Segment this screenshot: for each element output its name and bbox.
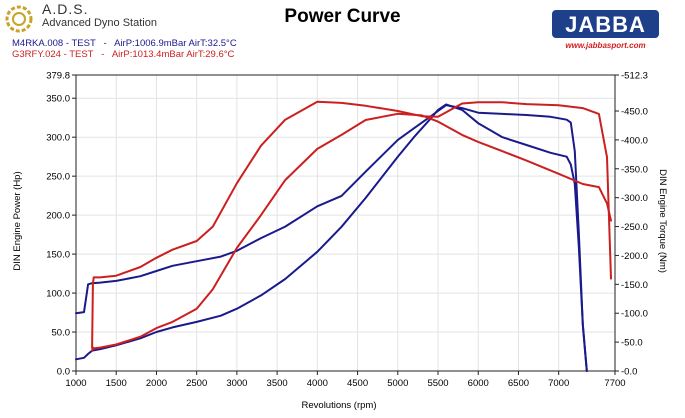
y2-tick-label: -512.3 (621, 71, 648, 82)
x-tick-label: 4000 (307, 378, 328, 389)
y2-tick-label: -200.0 (621, 251, 648, 262)
ads-logo-subtitle: Advanced Dyno Station (42, 17, 157, 29)
run-1-name: M4RKA.008 - TEST (12, 38, 96, 49)
y2-tick-label: -100.0 (621, 309, 648, 320)
x-tick-label: 7700 (604, 378, 625, 389)
series-line-g3rfy024-torque (91, 100, 612, 349)
y2-tick-label: -150.0 (621, 280, 648, 291)
x-tick-label: 3500 (267, 378, 288, 389)
x-tick-label: 2500 (186, 378, 207, 389)
x-axis-label: Revolutions (rpm) (302, 400, 377, 411)
y-tick-label: 50.0 (52, 328, 71, 339)
x-tick-label: 1500 (106, 378, 127, 389)
series-line-m4rka008-power (75, 103, 588, 372)
x-tick-label: 5500 (427, 378, 448, 389)
x-tick-label: 7000 (548, 378, 569, 389)
run-legend-2: G3RFY.024 - TEST - AirP:1013.4mBar AirT:… (12, 49, 235, 60)
y2-axis-label: DIN Engine Torque (Nm) (657, 169, 668, 273)
series-line-m4rka008-torque (75, 104, 588, 372)
y-axis-right: -0.0 -50.0 -100.0 -150.0 -200.0 -250.0 -300.0 -… (615, 71, 648, 378)
ads-logo-icon (5, 5, 33, 33)
ads-logo-text: A.D.S. (42, 1, 89, 17)
y-tick-label: 200.0 (46, 211, 70, 222)
y2-tick-label: -250.0 (621, 222, 648, 233)
brand-logo: JABBA www.jabbasport.com (552, 10, 659, 50)
y2-tick-label: -0.0 (621, 367, 637, 378)
run-2-conditions: AirP:1013.4mBar AirT:29.6°C (111, 49, 235, 60)
x-axis: 1000 1500 2000 2500 3000 3500 4000 4500 5000 5500… (65, 371, 626, 389)
y-tick-label: 350.0 (46, 94, 70, 105)
y-tick-label: 250.0 (46, 172, 70, 183)
brand-logo-text: JABBA (565, 12, 646, 37)
y-tick-label: 150.0 (46, 250, 70, 261)
y-tick-label: 0.0 (57, 367, 70, 378)
y2-tick-label: -50.0 (621, 338, 643, 349)
run-1-conditions: AirP:1006.9mBar AirT:32.5°C (114, 38, 237, 49)
y-axis-label: DIN Engine Power (Hp) (12, 171, 23, 270)
x-tick-label: 6000 (468, 378, 489, 389)
y2-tick-label: -400.0 (621, 135, 648, 146)
y-tick-label: 100.0 (46, 289, 70, 300)
brand-url: www.jabbasport.com (565, 41, 645, 50)
y2-tick-label: -300.0 (621, 193, 648, 204)
series-line-g3rfy024-power (91, 112, 612, 352)
y2-tick-label: -450.0 (621, 106, 648, 117)
plot-frame (75, 74, 616, 372)
run-2-name: G3RFY.024 - TEST (12, 49, 94, 60)
y-axis-left: 0.0 50.0 100.0 150.0 200.0 250.0 300.0 350.0 379… (46, 71, 76, 378)
x-tick-label: 3000 (226, 378, 247, 389)
x-tick-label: 6500 (508, 378, 529, 389)
x-tick-label: 1000 (65, 378, 86, 389)
y-tick-label: 379.8 (46, 71, 70, 82)
x-tick-label: 2000 (146, 378, 167, 389)
x-tick-label: 4500 (347, 378, 368, 389)
chart-series (75, 100, 612, 372)
chart-title: Power Curve (284, 6, 401, 27)
y2-tick-label: -350.0 (621, 164, 648, 175)
run-legend-1: M4RKA.008 - TEST - AirP:1006.9mBar AirT:… (12, 38, 237, 49)
x-tick-label: 5000 (387, 378, 408, 389)
y-tick-label: 300.0 (46, 133, 70, 144)
